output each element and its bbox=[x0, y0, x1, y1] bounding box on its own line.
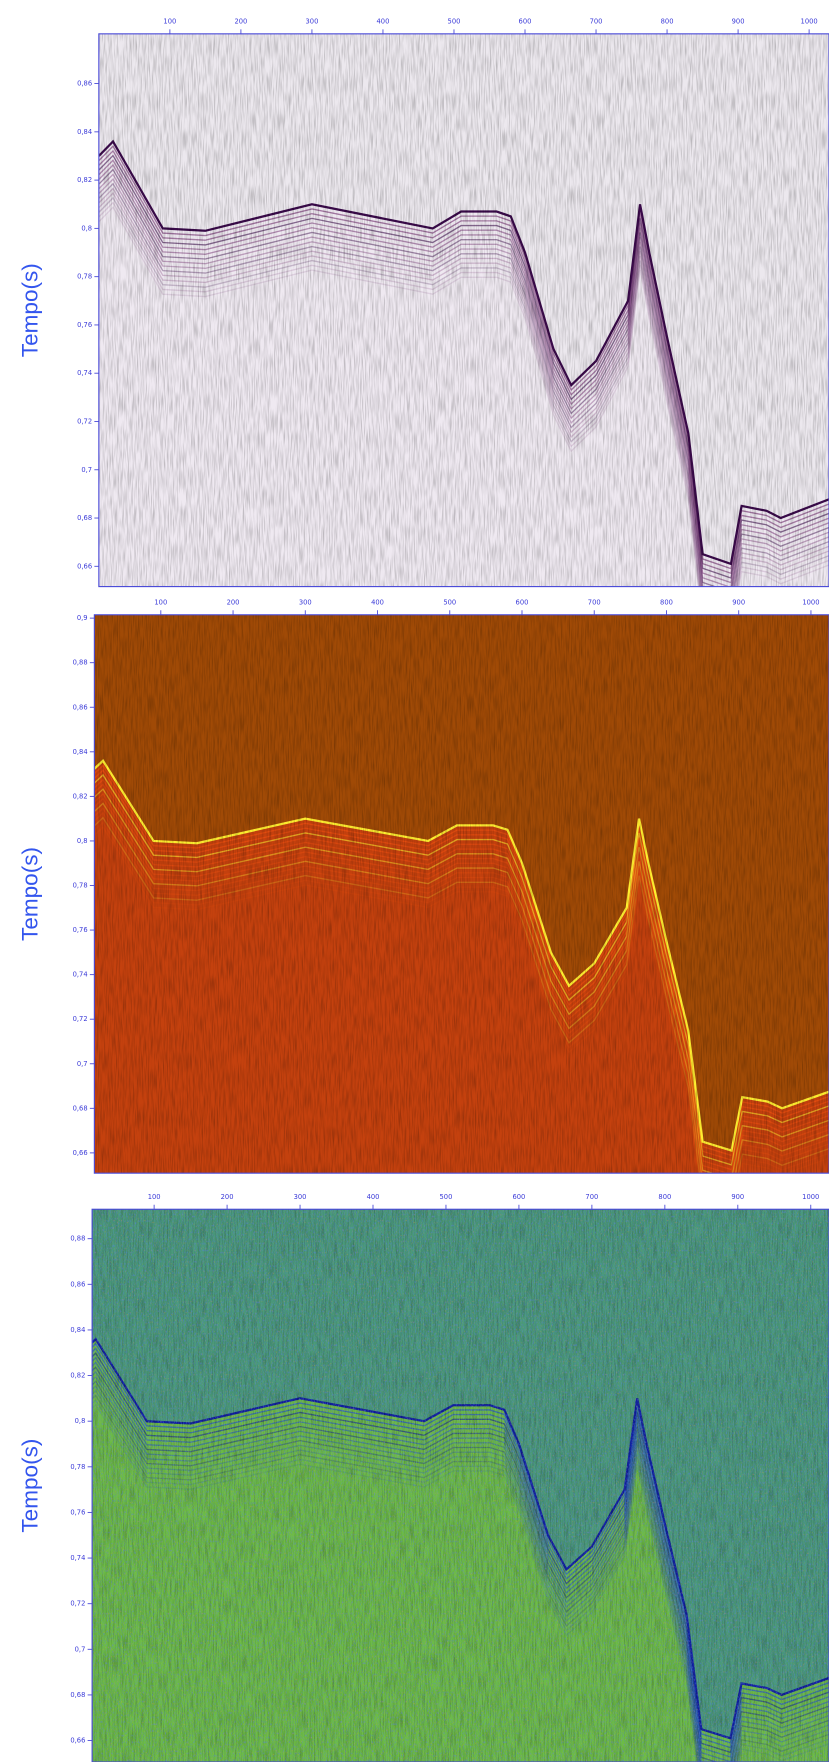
x-tick-label: 1000 bbox=[802, 1193, 819, 1201]
x-tick-label: 500 bbox=[440, 1193, 453, 1201]
y-tick-label: 0,68 bbox=[77, 514, 92, 522]
y-tick-label: 0,78 bbox=[73, 881, 88, 889]
x-tick-label: 200 bbox=[227, 598, 240, 606]
y-axis-label: Tempo(s) bbox=[17, 263, 42, 357]
y-tick-label: 0,84 bbox=[70, 1326, 85, 1334]
x-tick-label: 600 bbox=[519, 17, 532, 25]
x-tick-label: 400 bbox=[367, 1193, 380, 1201]
y-tick-label: 0,8 bbox=[81, 224, 92, 232]
y-tick-label: 0,78 bbox=[70, 1463, 85, 1471]
x-tick-label: 1000 bbox=[802, 598, 819, 606]
y-tick-label: 0,76 bbox=[73, 926, 88, 934]
y-tick-label: 0,7 bbox=[81, 466, 92, 474]
x-tick-label: 1000 bbox=[801, 17, 818, 25]
x-tick-label: 500 bbox=[448, 17, 461, 25]
x-tick-label: 600 bbox=[512, 1193, 525, 1201]
x-tick-label: 200 bbox=[234, 17, 247, 25]
x-tick-label: 200 bbox=[221, 1193, 234, 1201]
seismic-image bbox=[99, 34, 829, 630]
seismic-image bbox=[89, 615, 829, 1217]
y-tick-label: 0,78 bbox=[77, 273, 92, 281]
y-tick-label: 0,66 bbox=[77, 562, 92, 570]
y-tick-label: 0,88 bbox=[70, 1235, 85, 1243]
x-tick-label: 600 bbox=[516, 598, 529, 606]
x-tick-label: 100 bbox=[163, 17, 176, 25]
y-tick-label: 0,82 bbox=[70, 1372, 85, 1380]
panel: 100 200 300 400 500 600 700 800 900 1000 0,66 0,68 0… bbox=[17, 598, 829, 1217]
y-tick-label: 0,82 bbox=[77, 176, 92, 184]
x-tick-label: 400 bbox=[371, 598, 384, 606]
x-tick-label: 300 bbox=[305, 17, 318, 25]
y-tick-label: 0,76 bbox=[70, 1508, 85, 1516]
y-tick-label: 0,8 bbox=[75, 1417, 86, 1425]
y-tick-label: 0,74 bbox=[73, 971, 88, 979]
x-tick-label: 800 bbox=[661, 17, 674, 25]
x-tick-label: 500 bbox=[443, 598, 456, 606]
noise bbox=[94, 615, 829, 1173]
x-tick-label: 300 bbox=[299, 598, 312, 606]
y-tick-label: 0,68 bbox=[70, 1691, 85, 1699]
y-tick-label: 0,9 bbox=[77, 614, 88, 622]
y-tick-label: 0,86 bbox=[73, 703, 88, 711]
y-tick-label: 0,86 bbox=[77, 80, 92, 88]
x-tick-label: 700 bbox=[590, 17, 603, 25]
x-tick-label: 300 bbox=[294, 1193, 307, 1201]
noise bbox=[99, 34, 829, 587]
y-tick-label: 0,72 bbox=[70, 1600, 85, 1608]
noise-red bbox=[92, 1209, 829, 1762]
y-tick-label: 0,8 bbox=[77, 837, 88, 845]
y-tick-label: 0,74 bbox=[70, 1554, 85, 1562]
y-tick-label: 0,68 bbox=[73, 1104, 88, 1112]
y-tick-label: 0,82 bbox=[73, 792, 88, 800]
x-tick-label: 900 bbox=[732, 598, 745, 606]
x-tick-label: 900 bbox=[731, 1193, 744, 1201]
x-tick-label: 700 bbox=[585, 1193, 598, 1201]
y-axis-label: Tempo(s) bbox=[17, 847, 42, 941]
y-tick-label: 0,7 bbox=[75, 1645, 86, 1653]
panel: 100 200 300 400 500 600 700 800 900 1000 0,66 0,68 0… bbox=[17, 17, 829, 629]
y-tick-label: 0,88 bbox=[73, 659, 88, 667]
x-tick-label: 900 bbox=[732, 17, 745, 25]
y-tick-label: 0,72 bbox=[73, 1015, 88, 1023]
y-tick-label: 0,66 bbox=[70, 1737, 85, 1745]
page: {"chart_data": [ {"type": "seismic", "yl… bbox=[0, 0, 829, 1762]
y-axis-label: Tempo(s) bbox=[17, 1439, 42, 1533]
seismic-image bbox=[81, 1209, 829, 1762]
y-tick-label: 0,76 bbox=[77, 321, 92, 329]
x-tick-label: 700 bbox=[588, 598, 601, 606]
y-tick-label: 0,74 bbox=[77, 369, 92, 377]
x-tick-label: 400 bbox=[377, 17, 390, 25]
y-tick-label: 0,72 bbox=[77, 417, 92, 425]
panel: 100 200 300 400 500 600 700 800 900 1000 0,66 0,68 0… bbox=[17, 1193, 829, 1762]
y-tick-label: 0,84 bbox=[77, 128, 92, 136]
y-tick-label: 0,66 bbox=[73, 1149, 88, 1157]
figure: 100 200 300 400 500 600 700 800 900 1000 0,66 0,68 0… bbox=[0, 0, 829, 1762]
x-tick-label: 100 bbox=[148, 1193, 161, 1201]
x-tick-label: 800 bbox=[658, 1193, 671, 1201]
y-tick-label: 0,84 bbox=[73, 748, 88, 756]
x-tick-label: 800 bbox=[660, 598, 673, 606]
y-tick-label: 0,7 bbox=[77, 1060, 88, 1068]
x-tick-label: 100 bbox=[154, 598, 167, 606]
y-tick-label: 0,86 bbox=[70, 1280, 85, 1288]
